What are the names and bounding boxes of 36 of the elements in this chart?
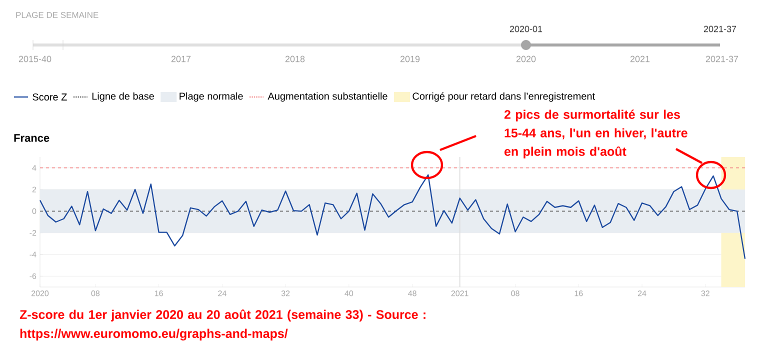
- x-tick-label: 2020: [32, 290, 49, 296]
- x-tick-label: 08: [91, 290, 100, 296]
- x-tick-label: 32: [701, 290, 710, 296]
- text: PLAGE DE SEMAINE: [16, 12, 98, 18]
- x-tick-label: 24: [638, 290, 646, 296]
- x-tick-label: 08: [511, 290, 520, 296]
- y-tick-label: -4: [30, 252, 36, 258]
- text: 2020: [516, 56, 536, 62]
- text: 2015-40: [18, 56, 52, 62]
- chart-title: France: [14, 134, 50, 142]
- x-tick-label: 48: [408, 290, 416, 296]
- text: 2021-37: [706, 56, 738, 62]
- text: Z-score du 1er janvier 2020 au 20 août 2021 (semaine 33) - Source : https://www.euromomo.eu/graphs-and-maps/: [20, 310, 426, 341]
- y-tick-label: -6: [30, 273, 36, 279]
- legend-label: Ligne de base: [92, 92, 154, 102]
- x-tick-label: 32: [281, 290, 290, 296]
- legend-label: Plage normale: [180, 92, 243, 102]
- annotation: 2 pics de surmortalité sur les 15-44 ans, l'un en hiver, l'autre en plein mois d'août: [504, 110, 688, 158]
- text: 2020-01: [510, 26, 542, 32]
- y-tick-label: 0: [32, 208, 36, 214]
- text: 2021-37: [704, 26, 736, 32]
- y-tick-label: 4: [32, 165, 36, 171]
- x-tick-label: 2021: [451, 290, 468, 296]
- legend-label: Score Z: [32, 93, 67, 101]
- y-tick-label: 2: [32, 186, 36, 192]
- text: 2017: [171, 56, 191, 62]
- legend-label: Augmentation substantielle: [268, 92, 388, 102]
- x-tick-label: 40: [344, 290, 354, 296]
- text: 2018: [285, 56, 305, 62]
- text: 2021: [630, 56, 650, 62]
- x-tick-label: 24: [218, 290, 226, 296]
- text: 2019: [400, 56, 420, 62]
- x-tick-label: 16: [154, 290, 163, 296]
- text: Corrigé pour retard dans l’enregistrement: [412, 92, 595, 102]
- x-tick-label: 16: [574, 290, 583, 296]
- y-tick-label: -2: [30, 230, 36, 236]
